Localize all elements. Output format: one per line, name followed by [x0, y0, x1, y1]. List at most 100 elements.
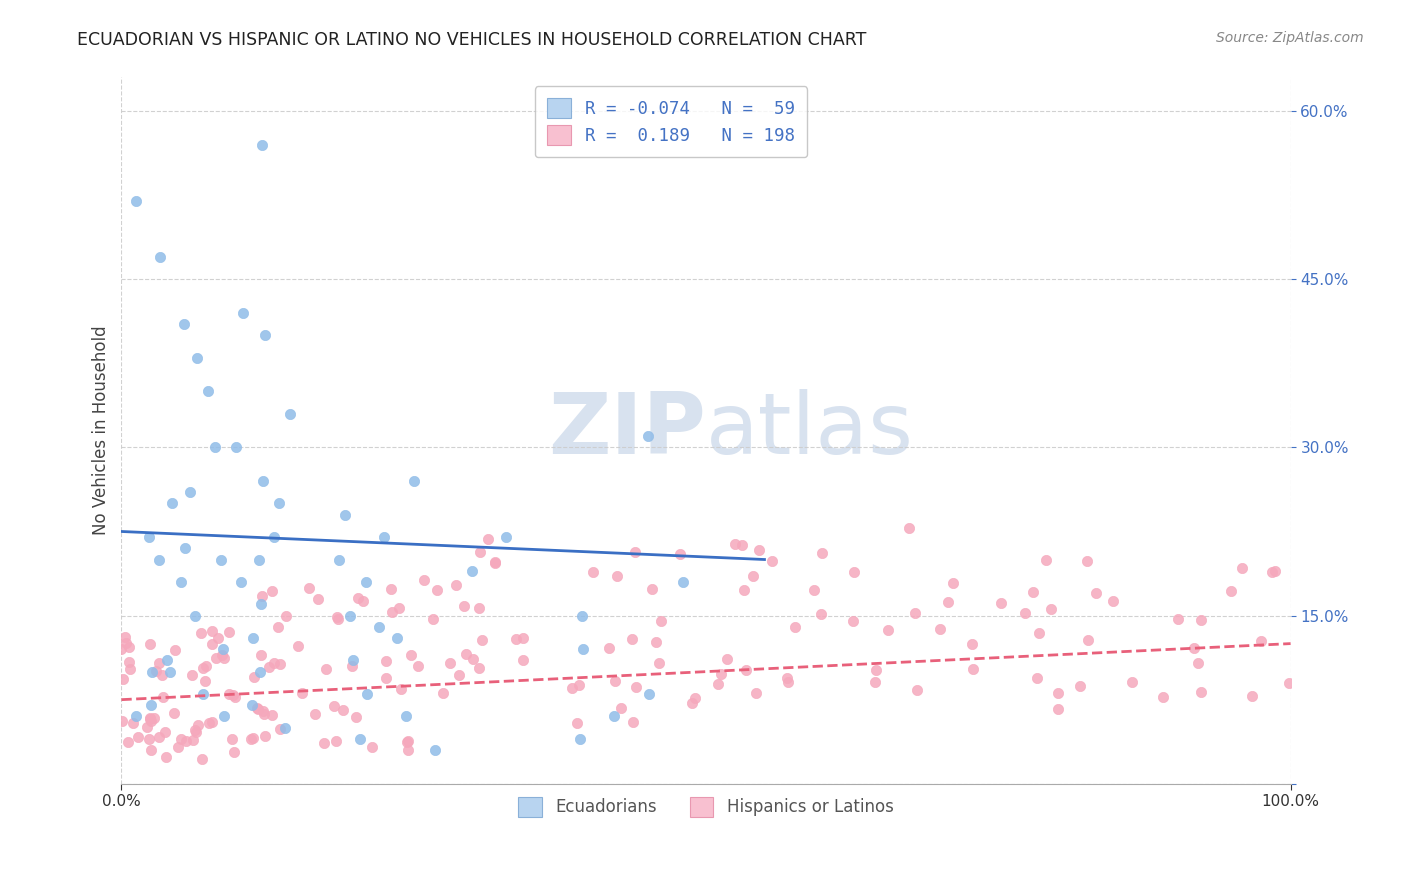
Point	[148, 656, 170, 670]
Point	[190, 752, 212, 766]
Point	[179, 485, 201, 500]
Point	[1189, 685, 1212, 699]
Point	[166, 740, 188, 755]
Point	[568, 678, 591, 692]
Point	[512, 632, 534, 646]
Point	[412, 574, 434, 588]
Point	[641, 582, 664, 596]
Point	[897, 521, 920, 535]
Point	[645, 634, 668, 648]
Point	[803, 582, 825, 597]
Point	[153, 725, 176, 739]
Legend: Ecuadorians, Hispanics or Latinos: Ecuadorians, Hispanics or Latinos	[510, 789, 901, 825]
Point	[1076, 554, 1098, 568]
Point	[1069, 679, 1091, 693]
Point	[148, 552, 170, 566]
Point	[402, 474, 425, 488]
Point	[183, 608, 205, 623]
Point	[1278, 675, 1301, 690]
Point	[444, 578, 467, 592]
Point	[610, 700, 633, 714]
Point	[439, 656, 461, 670]
Point	[1026, 671, 1049, 685]
Point	[598, 641, 620, 656]
Point	[349, 731, 371, 746]
Point	[252, 474, 274, 488]
Point	[201, 624, 224, 639]
Point	[1187, 656, 1209, 670]
Point	[304, 707, 326, 722]
Point	[1022, 584, 1045, 599]
Point	[380, 582, 402, 597]
Point	[243, 670, 266, 684]
Point	[246, 701, 269, 715]
Point	[315, 662, 337, 676]
Point	[150, 668, 173, 682]
Point	[962, 662, 984, 676]
Point	[561, 681, 583, 695]
Point	[938, 594, 960, 608]
Point	[648, 656, 671, 670]
Point	[468, 600, 491, 615]
Point	[174, 734, 197, 748]
Point	[194, 674, 217, 689]
Point	[395, 709, 418, 723]
Point	[170, 574, 193, 589]
Point	[724, 537, 747, 551]
Point	[307, 591, 329, 606]
Point	[173, 317, 195, 331]
Point	[333, 508, 356, 522]
Point	[221, 732, 243, 747]
Point	[603, 674, 626, 689]
Point	[326, 610, 349, 624]
Point	[250, 648, 273, 662]
Point	[783, 620, 806, 634]
Point	[125, 194, 148, 208]
Point	[197, 384, 219, 399]
Point	[346, 591, 368, 605]
Point	[990, 596, 1012, 610]
Point	[240, 732, 263, 747]
Point	[650, 614, 672, 628]
Point	[484, 555, 506, 569]
Point	[141, 665, 163, 679]
Point	[406, 659, 429, 673]
Point	[155, 750, 177, 764]
Point	[1263, 565, 1285, 579]
Point	[269, 723, 291, 737]
Point	[229, 574, 252, 589]
Point	[232, 306, 254, 320]
Point	[683, 691, 706, 706]
Point	[211, 648, 233, 662]
Point	[118, 640, 141, 654]
Point	[495, 530, 517, 544]
Point	[567, 716, 589, 731]
Point	[672, 574, 695, 589]
Point	[456, 647, 478, 661]
Point	[328, 552, 350, 566]
Point	[396, 743, 419, 757]
Point	[260, 583, 283, 598]
Point	[776, 671, 799, 685]
Point	[257, 660, 280, 674]
Point	[681, 696, 703, 710]
Point	[201, 637, 224, 651]
Point	[354, 574, 377, 589]
Point	[373, 530, 395, 544]
Point	[387, 601, 409, 615]
Point	[1077, 632, 1099, 647]
Point	[367, 620, 389, 634]
Point	[205, 651, 228, 665]
Point	[141, 743, 163, 757]
Point	[148, 730, 170, 744]
Point	[170, 732, 193, 747]
Point	[249, 665, 271, 679]
Point	[139, 698, 162, 713]
Point	[249, 552, 271, 566]
Point	[744, 686, 766, 700]
Point	[152, 690, 174, 704]
Point	[1046, 686, 1069, 700]
Point	[181, 732, 204, 747]
Point	[224, 745, 246, 759]
Point	[942, 575, 965, 590]
